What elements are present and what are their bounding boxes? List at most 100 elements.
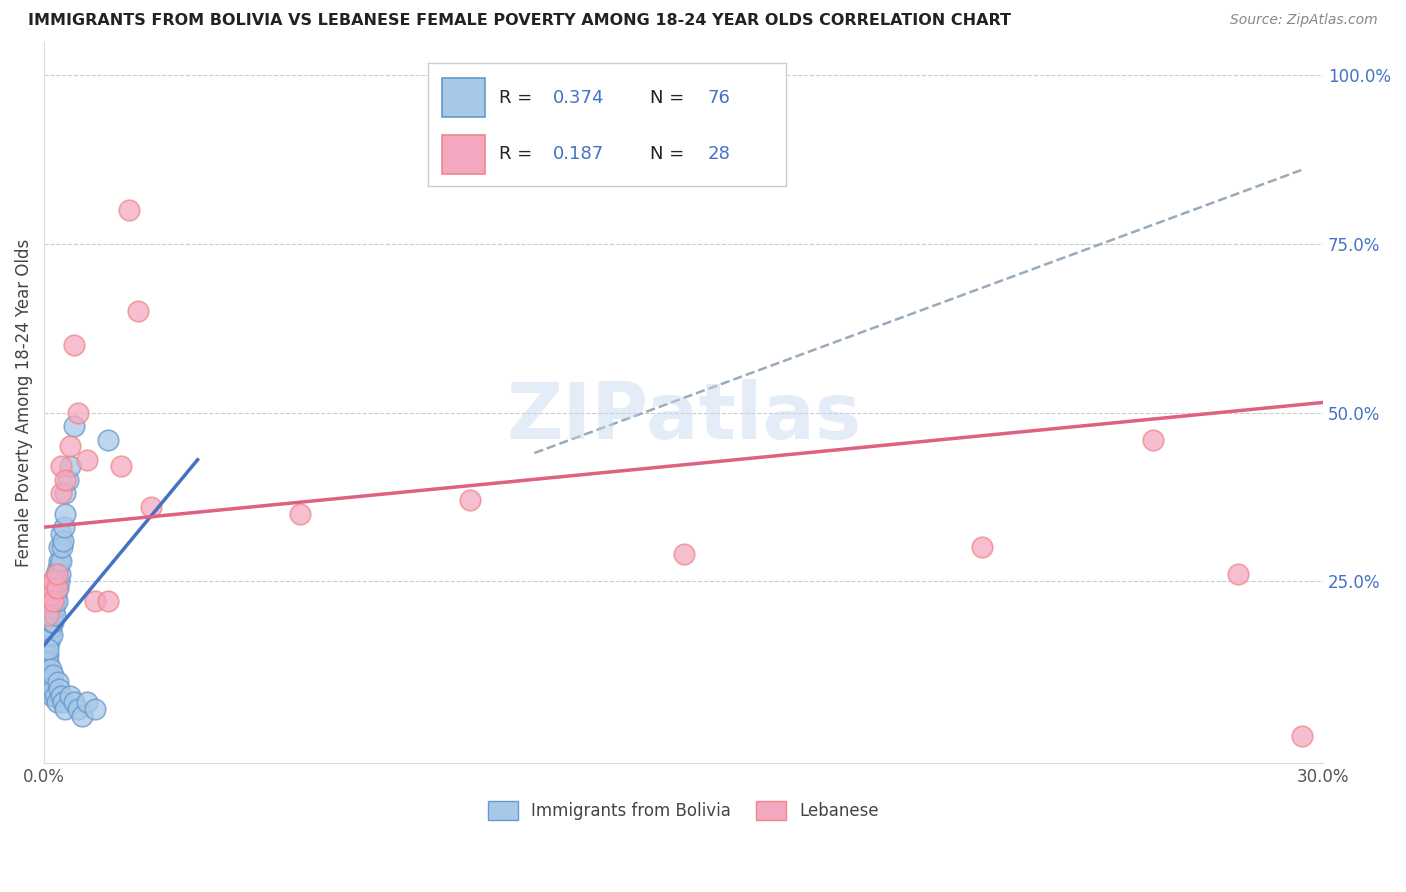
Point <box>37 681 59 696</box>
Point <box>41 588 63 602</box>
Point <box>51 554 73 568</box>
Point <box>41 574 63 588</box>
Point <box>970 541 993 555</box>
Point <box>35 594 58 608</box>
Point <box>46 560 69 574</box>
Point <box>35 628 58 642</box>
Point <box>37 641 59 656</box>
Point <box>72 709 94 723</box>
Point <box>37 648 59 663</box>
Point <box>38 601 60 615</box>
Point <box>48 541 70 555</box>
Point <box>52 533 75 548</box>
Point <box>35 662 58 676</box>
Point <box>84 702 107 716</box>
Point <box>38 668 60 682</box>
Point <box>37 621 59 635</box>
Text: ZIPatlas: ZIPatlas <box>506 379 860 455</box>
Point <box>55 486 77 500</box>
Point <box>460 493 482 508</box>
Point <box>52 696 75 710</box>
Point <box>48 554 70 568</box>
Point <box>45 567 67 582</box>
Point <box>51 459 73 474</box>
Point <box>63 338 86 352</box>
Point <box>67 406 90 420</box>
Point <box>1291 729 1313 743</box>
Point <box>37 581 59 595</box>
Point <box>55 507 77 521</box>
Point <box>37 634 59 648</box>
Point <box>39 588 62 602</box>
Point <box>45 581 67 595</box>
Point <box>42 594 65 608</box>
Point <box>35 675 58 690</box>
Point <box>672 547 695 561</box>
Point <box>45 574 67 588</box>
Point <box>97 594 120 608</box>
Point <box>39 628 62 642</box>
Point <box>41 689 63 703</box>
Point <box>110 459 132 474</box>
Y-axis label: Female Poverty Among 18-24 Year Olds: Female Poverty Among 18-24 Year Olds <box>15 238 32 566</box>
Point <box>59 439 82 453</box>
Point <box>39 621 62 635</box>
Point <box>51 689 73 703</box>
Point <box>288 507 311 521</box>
Point <box>41 615 63 629</box>
Point <box>41 628 63 642</box>
Point <box>44 601 66 615</box>
Legend: Immigrants from Bolivia, Lebanese: Immigrants from Bolivia, Lebanese <box>481 795 886 827</box>
Point <box>39 615 62 629</box>
Point <box>41 594 63 608</box>
Point <box>49 567 72 582</box>
Point <box>42 668 65 682</box>
Point <box>48 681 70 696</box>
Point <box>1142 433 1164 447</box>
Point <box>41 681 63 696</box>
Text: IMMIGRANTS FROM BOLIVIA VS LEBANESE FEMALE POVERTY AMONG 18-24 YEAR OLDS CORRELA: IMMIGRANTS FROM BOLIVIA VS LEBANESE FEMA… <box>28 13 1011 29</box>
Point <box>44 594 66 608</box>
Point <box>37 607 59 622</box>
Point <box>51 541 73 555</box>
Point <box>39 588 62 602</box>
Point <box>59 689 82 703</box>
Point <box>37 607 59 622</box>
Point <box>63 696 86 710</box>
Point <box>46 675 69 690</box>
Text: Source: ZipAtlas.com: Source: ZipAtlas.com <box>1230 13 1378 28</box>
Point <box>46 581 69 595</box>
Point <box>76 452 98 467</box>
Point <box>41 601 63 615</box>
Point <box>59 459 82 474</box>
Point <box>44 607 66 622</box>
Point <box>45 696 67 710</box>
Point <box>76 696 98 710</box>
Point <box>41 607 63 622</box>
Point <box>56 473 79 487</box>
Point <box>38 615 60 629</box>
Point <box>55 702 77 716</box>
Point <box>42 615 65 629</box>
Point <box>97 433 120 447</box>
Point <box>39 675 62 690</box>
Point <box>41 607 63 622</box>
Point <box>44 689 66 703</box>
Point <box>35 641 58 656</box>
Point <box>1226 567 1249 582</box>
Point <box>84 594 107 608</box>
Point <box>38 634 60 648</box>
Point <box>45 567 67 582</box>
Point <box>45 588 67 602</box>
Point <box>41 594 63 608</box>
Point <box>51 486 73 500</box>
Point <box>63 419 86 434</box>
Point <box>51 527 73 541</box>
Point <box>44 581 66 595</box>
Point <box>41 574 63 588</box>
Point <box>55 473 77 487</box>
Point <box>127 304 149 318</box>
Point <box>42 581 65 595</box>
Point <box>48 574 70 588</box>
Point <box>35 668 58 682</box>
